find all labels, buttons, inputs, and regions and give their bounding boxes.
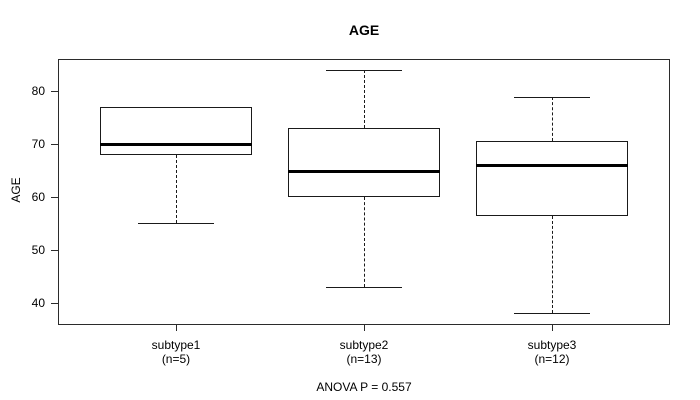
x-axis-tick <box>176 325 177 331</box>
x-tick-label: subtype3 (n=12) <box>492 338 612 366</box>
upper-whisker-line <box>364 70 365 129</box>
lower-whisker-line <box>364 197 365 287</box>
y-axis-tick <box>51 91 58 93</box>
lower-whisker-line <box>176 154 177 224</box>
y-axis-tick <box>51 197 58 199</box>
y-tick-label: 50 <box>31 242 45 257</box>
group-sublabel: (n=13) <box>346 352 382 366</box>
lower-whisker-cap <box>138 223 214 225</box>
chart-title: AGE <box>348 22 380 38</box>
x-tick-label: subtype1 (n=5) <box>116 338 236 366</box>
group-label: subtype1 <box>151 338 201 352</box>
box-subtype1 <box>100 107 252 155</box>
group-label: subtype2 <box>339 338 389 352</box>
upper-whisker-cap <box>514 96 590 98</box>
lower-whisker-cap <box>514 313 590 315</box>
lower-whisker-line <box>552 215 553 314</box>
upper-whisker-cap <box>326 70 402 72</box>
group-sublabel: (n=5) <box>161 352 191 366</box>
median-line-subtype2 <box>288 169 440 173</box>
anova-caption: ANOVA P = 0.557 <box>316 380 412 394</box>
group-sublabel: (n=12) <box>534 352 570 366</box>
y-tick-label: 40 <box>31 295 45 310</box>
x-axis-tick <box>552 325 553 331</box>
y-axis-tick <box>51 249 58 251</box>
upper-whisker-line <box>552 96 553 142</box>
y-axis-tick <box>51 144 58 146</box>
box-subtype3 <box>476 141 628 216</box>
x-tick-label: subtype2 (n=13) <box>304 338 424 366</box>
median-line-subtype3 <box>476 164 628 168</box>
box-subtype2 <box>288 128 440 197</box>
y-tick-label: 60 <box>31 190 45 205</box>
x-axis-tick <box>364 325 365 331</box>
group-label: subtype3 <box>527 338 577 352</box>
median-line-subtype1 <box>100 143 252 147</box>
y-tick-label: 80 <box>31 84 45 99</box>
lower-whisker-cap <box>326 286 402 288</box>
y-axis-tick <box>51 302 58 304</box>
y-tick-label: 70 <box>31 137 45 152</box>
